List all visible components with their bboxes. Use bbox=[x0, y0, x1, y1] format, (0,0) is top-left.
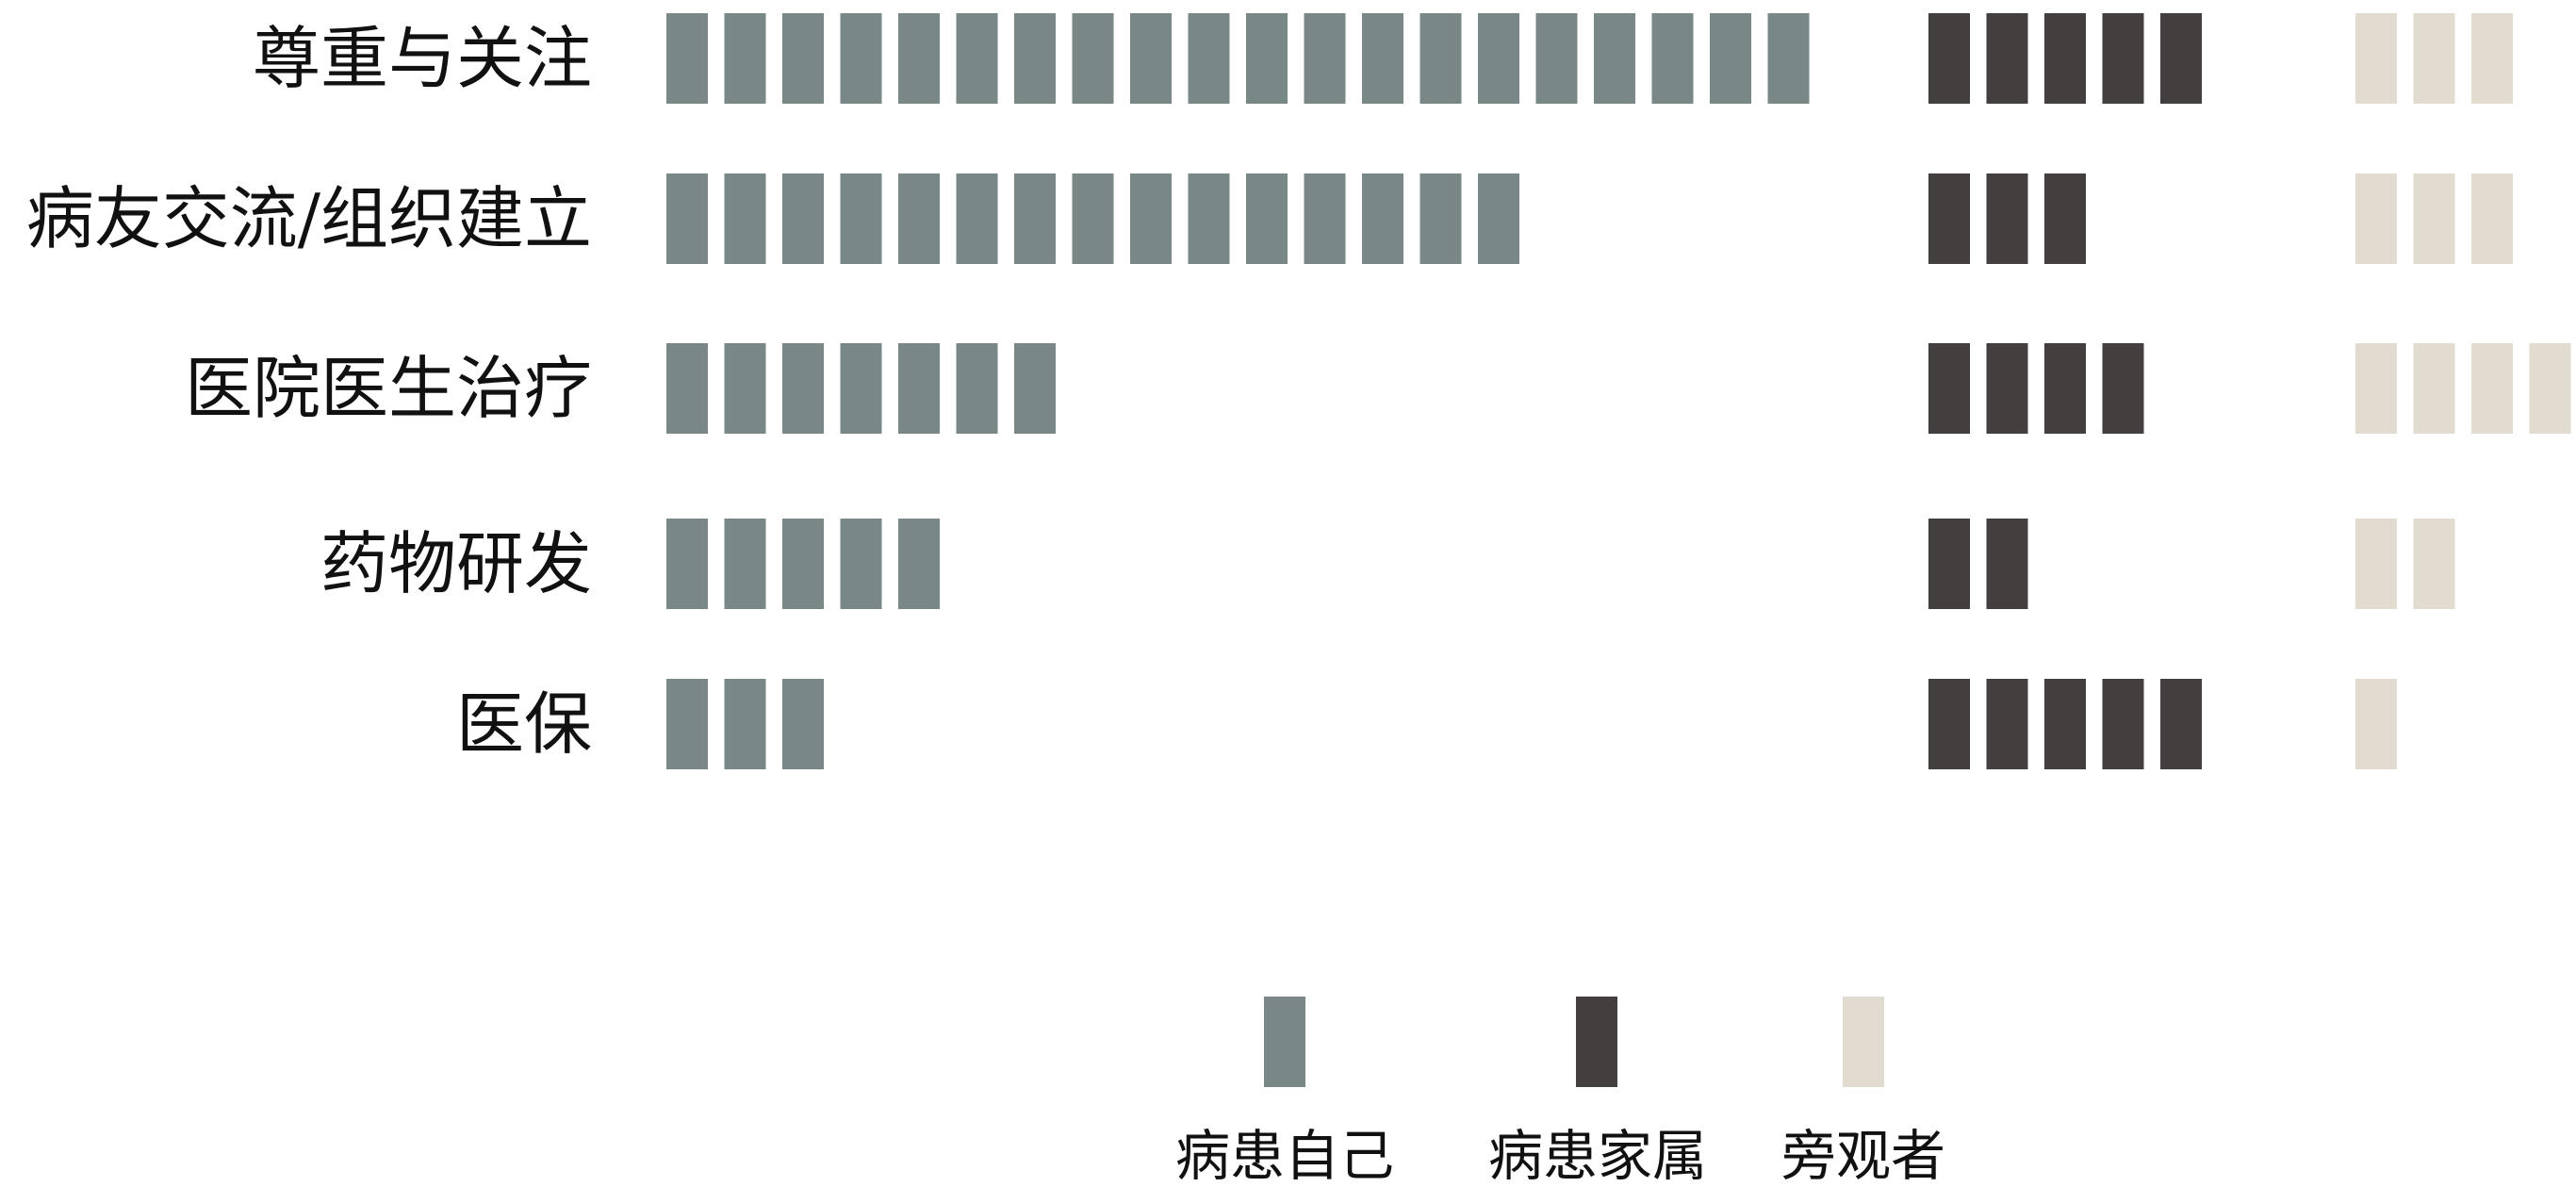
category-label: 医保 bbox=[456, 684, 592, 764]
bar-block bbox=[2355, 519, 2397, 609]
legend: 病患自己 病患家属 旁观者 bbox=[1175, 997, 1945, 1187]
bar-block bbox=[2355, 13, 2397, 104]
bar-block bbox=[724, 343, 766, 434]
bar-block bbox=[956, 173, 998, 264]
bar-block bbox=[1478, 173, 1519, 264]
bar-block bbox=[2160, 679, 2202, 769]
bar-block bbox=[724, 13, 766, 104]
bar-block bbox=[666, 679, 708, 769]
bar-block bbox=[1928, 519, 1970, 609]
bar-block bbox=[2471, 343, 2513, 434]
legend-swatch bbox=[1843, 997, 1884, 1087]
legend-label: 旁观者 bbox=[1781, 1124, 1945, 1187]
bar-block bbox=[1130, 13, 1172, 104]
bar-block bbox=[1651, 13, 1694, 104]
bar-block bbox=[666, 173, 708, 264]
bar-block bbox=[2355, 679, 2397, 769]
bar-block bbox=[1362, 13, 1403, 104]
bar-block bbox=[666, 519, 708, 609]
legend-label: 病患家属 bbox=[1488, 1124, 1707, 1187]
bar-block bbox=[840, 13, 882, 104]
bar-block bbox=[1986, 173, 2028, 264]
bar-block bbox=[2413, 343, 2455, 434]
bar-block bbox=[898, 343, 940, 434]
bar-block bbox=[724, 519, 766, 609]
bar-block bbox=[1014, 343, 1056, 434]
bar-block bbox=[1419, 173, 1462, 264]
bar-block bbox=[1304, 13, 1346, 104]
bar-block bbox=[1928, 13, 1970, 104]
bar-block bbox=[2471, 173, 2513, 264]
bar-block bbox=[1986, 13, 2028, 104]
bar-block bbox=[1986, 679, 2028, 769]
bar-block bbox=[898, 519, 940, 609]
bar-block bbox=[782, 679, 824, 769]
bar-block bbox=[1419, 13, 1462, 104]
bar-block bbox=[666, 343, 708, 434]
bar-block bbox=[2413, 519, 2455, 609]
bar-block bbox=[1014, 13, 1056, 104]
bar-block bbox=[1928, 173, 1970, 264]
bar-block bbox=[2160, 13, 2202, 104]
bar-block bbox=[956, 13, 998, 104]
bar-block bbox=[840, 519, 882, 609]
bar-block bbox=[1928, 679, 1970, 769]
bar-block bbox=[956, 343, 998, 434]
bar-block bbox=[1362, 173, 1403, 264]
bar-block bbox=[2044, 343, 2086, 434]
category-label: 医院医生治疗 bbox=[185, 349, 592, 428]
bar-block bbox=[1304, 173, 1346, 264]
bar-block bbox=[1014, 173, 1056, 264]
category-label: 尊重与关注 bbox=[253, 19, 592, 98]
bar-block bbox=[840, 173, 882, 264]
chart-marks bbox=[666, 13, 2571, 769]
bar-block bbox=[2355, 343, 2397, 434]
bar-block bbox=[2471, 13, 2513, 104]
bar-block bbox=[1986, 343, 2028, 434]
bar-block bbox=[1188, 13, 1230, 104]
bar-block bbox=[1072, 173, 1114, 264]
bar-block bbox=[1710, 13, 1751, 104]
bar-block bbox=[2102, 343, 2144, 434]
bar-block bbox=[782, 173, 824, 264]
legend-swatch bbox=[1576, 997, 1617, 1087]
bar-block bbox=[782, 519, 824, 609]
bar-block bbox=[2413, 13, 2455, 104]
bar-block bbox=[724, 679, 766, 769]
bar-block bbox=[1478, 13, 1519, 104]
category-label: 病友交流/组织建立 bbox=[26, 179, 592, 258]
bar-block bbox=[898, 13, 940, 104]
bar-block bbox=[1767, 13, 1810, 104]
bar-block bbox=[782, 343, 824, 434]
bar-block bbox=[1246, 13, 1288, 104]
bar-block bbox=[2355, 173, 2397, 264]
bar-block bbox=[2044, 679, 2086, 769]
bar-block bbox=[1246, 173, 1288, 264]
bar-block bbox=[1986, 519, 2028, 609]
bar-block bbox=[1594, 13, 1635, 104]
category-label: 药物研发 bbox=[320, 524, 592, 603]
bar-block bbox=[2413, 173, 2455, 264]
legend-label: 病患自己 bbox=[1175, 1124, 1394, 1187]
bar-block bbox=[1535, 13, 1578, 104]
bar-block bbox=[840, 343, 882, 434]
bar-block bbox=[666, 13, 708, 104]
bar-block bbox=[1928, 343, 1970, 434]
bar-block bbox=[2102, 13, 2144, 104]
bar-block bbox=[2044, 173, 2086, 264]
bar-block bbox=[2102, 679, 2144, 769]
legend-swatch bbox=[1264, 997, 1305, 1087]
bar-block bbox=[1188, 173, 1230, 264]
bar-block bbox=[1072, 13, 1114, 104]
bar-block bbox=[2529, 343, 2571, 434]
bar-block bbox=[898, 173, 940, 264]
bar-block bbox=[782, 13, 824, 104]
bar-block bbox=[724, 173, 766, 264]
bar-block bbox=[2044, 13, 2086, 104]
bar-block bbox=[1130, 173, 1172, 264]
